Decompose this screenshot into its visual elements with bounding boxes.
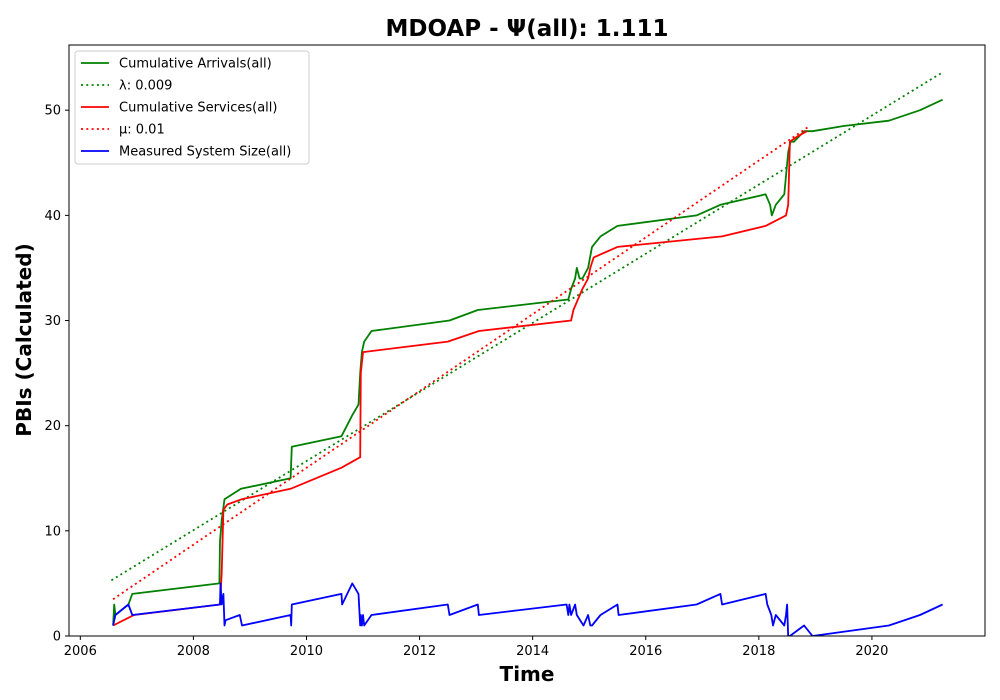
- series-line-1: [110, 71, 944, 582]
- y-tick-label: 10: [44, 524, 61, 539]
- x-tick-label: 2016: [629, 644, 662, 659]
- x-tick-label: 2006: [64, 644, 97, 659]
- legend-box: [74, 50, 310, 165]
- x-axis-title: Time: [500, 662, 555, 686]
- x-tick-label: 2020: [855, 644, 888, 659]
- legend-label: Measured System Size(all): [119, 145, 291, 160]
- y-axis-title: PBIs (Calculated): [12, 243, 36, 436]
- legend-label: Cumulative Services(all): [119, 101, 277, 116]
- x-tick-label: 2018: [742, 644, 775, 659]
- chart-title: MDOAP - Ψ(all): 1.111: [386, 16, 669, 42]
- plot-frame: [68, 44, 986, 637]
- x-tick-label: 2012: [403, 644, 436, 659]
- series-line-4: [112, 582, 943, 636]
- legend: Cumulative Arrivals(all) λ: 0.009 Cumulati…: [74, 50, 310, 165]
- legend-label: Cumulative Arrivals(all): [119, 57, 272, 72]
- plot-area: [110, 71, 944, 636]
- legend-label: λ: 0.009: [119, 79, 172, 94]
- x-tick-label: 2010: [290, 644, 323, 659]
- y-tick-label: 0: [53, 630, 61, 645]
- y-axis: 0 10 20 30 40 50: [44, 104, 69, 645]
- y-tick-label: 20: [44, 419, 61, 434]
- series-line-2: [112, 130, 808, 627]
- x-tick-label: 2008: [177, 644, 210, 659]
- x-tick-label: 2014: [516, 644, 549, 659]
- x-axis: 2006 2008 2010 2012 2014 2016 2018 2020: [64, 636, 888, 659]
- legend-label: μ: 0.01: [119, 123, 165, 138]
- y-tick-label: 40: [44, 209, 61, 224]
- y-tick-label: 50: [44, 104, 61, 119]
- y-tick-label: 30: [44, 314, 61, 329]
